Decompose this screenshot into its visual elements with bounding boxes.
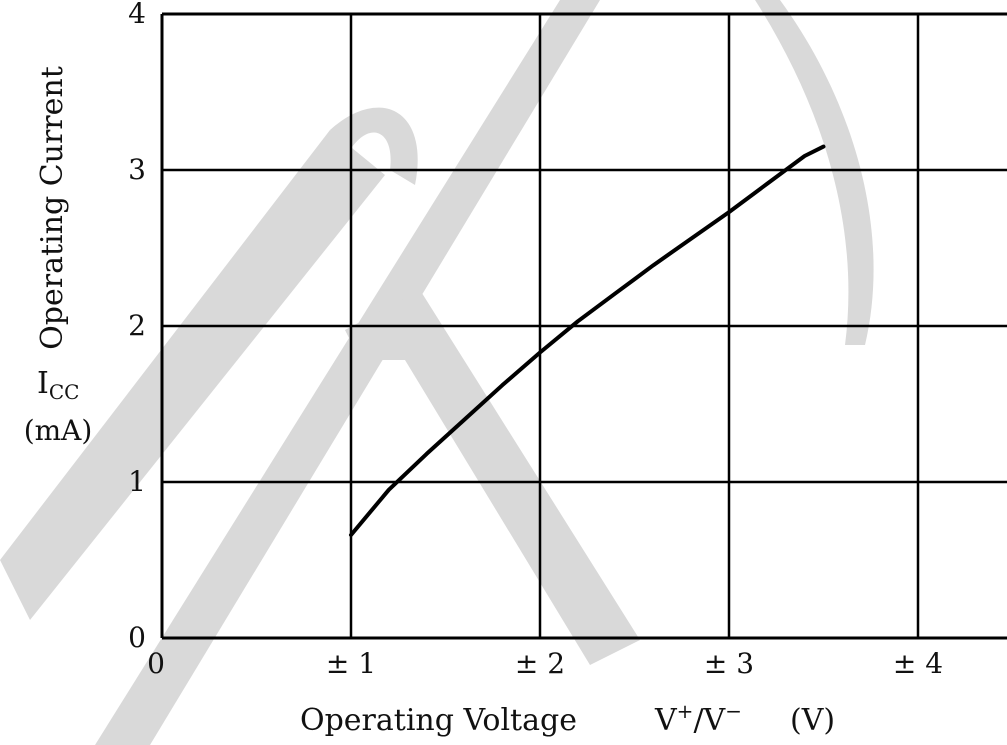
series-layer xyxy=(349,144,826,537)
x-axis-unit: (V) xyxy=(790,703,835,738)
x-tick-label: ± 4 xyxy=(893,647,943,680)
plot-grid xyxy=(160,12,1007,640)
y-tick-labels: 0 1 2 3 4 xyxy=(128,0,146,654)
y-tick-label: 2 xyxy=(128,309,146,342)
x-axis-unit-v: V xyxy=(654,703,678,738)
x-tick-labels: 0 ± 1 ± 2 ± 3 ± 4 xyxy=(147,647,943,680)
series-line xyxy=(349,144,826,537)
watermark-stroke-left xyxy=(95,0,600,745)
x-axis-slash-v: /V xyxy=(693,703,726,738)
x-tick-label: 0 xyxy=(147,647,165,680)
x-axis-sup-plus: + xyxy=(677,699,694,723)
x-axis-sup-minus: − xyxy=(725,699,742,723)
y-axis-unit: (mA) xyxy=(24,414,93,447)
watermark-arc xyxy=(755,0,874,345)
x-tick-label: ± 3 xyxy=(704,647,754,680)
watermark-logo xyxy=(0,0,874,745)
y-axis-symbol-subscript: CC xyxy=(49,380,80,404)
y-tick-label: 0 xyxy=(128,621,146,654)
watermark-stroke-diagonal xyxy=(0,130,385,620)
y-axis-title: Operating Current xyxy=(35,66,70,350)
x-axis-title-main: Operating Voltage xyxy=(300,703,577,738)
x-tick-label: ± 2 xyxy=(515,647,565,680)
y-tick-label: 3 xyxy=(128,153,146,186)
x-tick-label: ± 1 xyxy=(326,647,376,680)
x-axis-title: Operating Voltage V+/V− (V) xyxy=(300,699,835,738)
y-axis-symbol: ICC xyxy=(37,366,79,404)
y-axis-symbol-main: I xyxy=(37,366,49,401)
y-tick-label: 4 xyxy=(128,0,146,30)
y-tick-label: 1 xyxy=(128,465,146,498)
watermark-arrow xyxy=(345,290,640,665)
